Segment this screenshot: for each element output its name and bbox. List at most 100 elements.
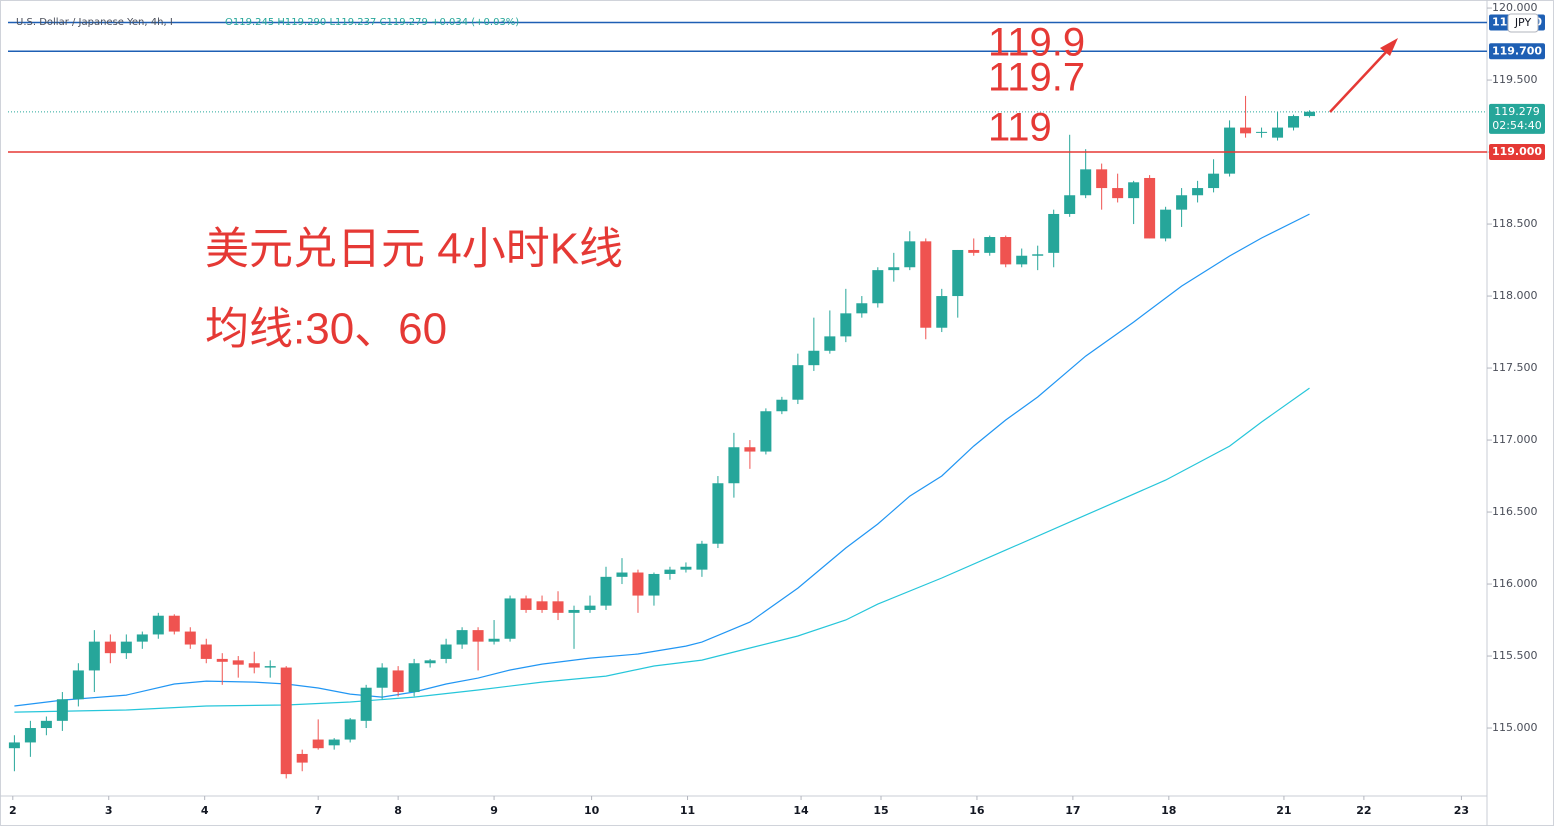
candle-body [600,576,612,606]
candle-body [88,641,100,671]
candle-body [1304,111,1316,117]
candle-body [616,572,628,577]
x-tick-label: 23 [1454,804,1469,817]
y-tick-label: 116.500 [1492,505,1538,518]
candle-body [376,667,388,688]
candle-body [392,670,404,693]
candle-body [1016,255,1028,265]
ohlc-legend: O119.245 H119.290 L119.237 C119.279 +0.0… [225,17,519,28]
currency-box [1507,13,1539,33]
candle-body [632,572,644,596]
annotation: 美元兑日元 4小时K线 [205,225,623,274]
candle-body [568,609,580,613]
candle-body [248,663,260,668]
candle-body [536,601,548,610]
moving-average [14,213,1310,707]
candle-body [520,598,532,610]
countdown-label: 02:54:40 [1492,119,1541,132]
candle-body [792,365,804,400]
candle-body [264,666,276,668]
y-tick-label: 117.000 [1492,433,1538,446]
candle-body [1224,127,1236,174]
candle-body [1272,127,1284,138]
candle-body [1048,213,1060,253]
candle-body [104,641,116,654]
candle-body [552,601,564,613]
y-tick-label: 116.000 [1492,577,1538,590]
x-tick-label: 17 [1065,804,1080,817]
y-tick-label: 118.500 [1492,217,1538,230]
candle-body [216,658,228,662]
candle-body [936,296,948,328]
candle-body [1256,131,1268,133]
candle-body [488,638,500,642]
candle-body [1240,127,1252,134]
x-tick-label: 10 [584,804,600,817]
candle-body [1112,188,1124,199]
candle-body [1000,237,1012,265]
candle-body [952,249,964,297]
candle-body [872,270,884,304]
candle-body [840,313,852,337]
y-tick-label: 115.000 [1492,721,1538,734]
candle-body [680,566,692,570]
candle-body [1192,188,1204,196]
candle-body [1080,169,1092,196]
x-tick-label: 7 [314,804,322,817]
price-box-label: 119.000 [1492,145,1542,158]
arrow [1329,38,1398,113]
annotation: 119.9 [988,21,1085,65]
candle-body [920,241,932,328]
candle-body [312,739,324,749]
candle-body [200,644,212,659]
last-price-box [1489,103,1545,134]
candle-body [664,569,676,574]
candle-body [328,739,340,746]
candle-body [744,447,756,452]
annotation: 均线:30、60 [205,305,447,354]
x-tick-label: 16 [969,804,985,817]
candle-body [72,670,84,700]
candle-body [280,667,292,775]
candle-body [584,605,596,610]
x-tick-label: 11 [680,804,695,817]
annotation: 119.7 [988,56,1085,100]
candle-body [648,573,660,596]
x-tick-label: 2 [9,804,17,817]
candle-body [984,237,996,253]
moving-average [14,387,1310,713]
last-price-label: 119.279 [1494,105,1540,118]
y-tick-label: 119.500 [1492,73,1538,86]
x-tick-label: 22 [1356,804,1371,817]
candle-body [776,399,788,412]
price-box [1489,144,1545,161]
x-tick-label: 18 [1161,804,1176,817]
candle-body [696,543,708,570]
candle-body [760,411,772,452]
candle-body [440,644,452,659]
candle-body [904,241,916,268]
candle-body [168,615,180,632]
candle-body [296,753,308,763]
candle-body [856,303,868,314]
candle-body [40,720,52,729]
candle-body [1160,209,1172,239]
candle-body [1208,173,1220,189]
candle-body [712,483,724,544]
price-box [1489,43,1545,60]
x-tick-label: 9 [490,804,498,817]
currency-label: JPY [1514,16,1532,29]
candle-body [152,615,164,635]
symbol-title: U.S. Dollar / Japanese Yen, 4h, I [16,17,173,28]
candle-body [1128,182,1140,199]
candle-body [136,634,148,642]
candle-body [184,631,196,645]
candle-body [120,641,132,654]
candle-body [1144,177,1156,239]
candle-body [24,728,36,743]
candle-body [232,660,244,665]
x-tick-label: 8 [394,804,402,817]
candle-body [408,663,420,693]
candle-body [360,687,372,721]
